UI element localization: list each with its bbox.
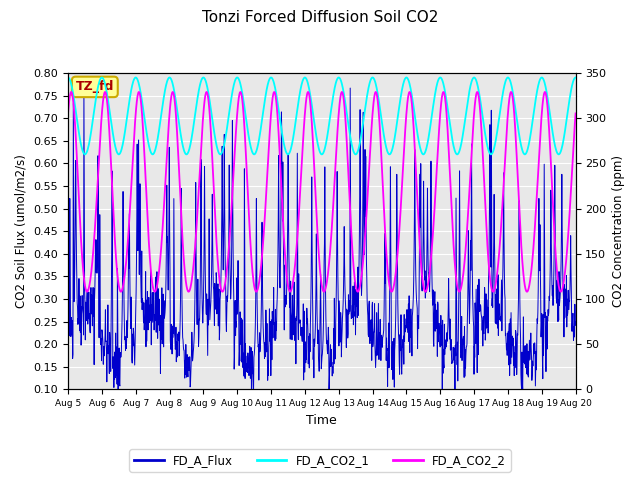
Legend: FD_A_Flux, FD_A_CO2_1, FD_A_CO2_2: FD_A_Flux, FD_A_CO2_1, FD_A_CO2_2 [129, 449, 511, 472]
Y-axis label: CO2 Soil Flux (umol/m2/s): CO2 Soil Flux (umol/m2/s) [15, 154, 28, 308]
Text: Tonzi Forced Diffusion Soil CO2: Tonzi Forced Diffusion Soil CO2 [202, 10, 438, 24]
Y-axis label: CO2 Concentration (ppm): CO2 Concentration (ppm) [612, 155, 625, 307]
Text: TZ_fd: TZ_fd [76, 80, 114, 94]
X-axis label: Time: Time [307, 414, 337, 427]
